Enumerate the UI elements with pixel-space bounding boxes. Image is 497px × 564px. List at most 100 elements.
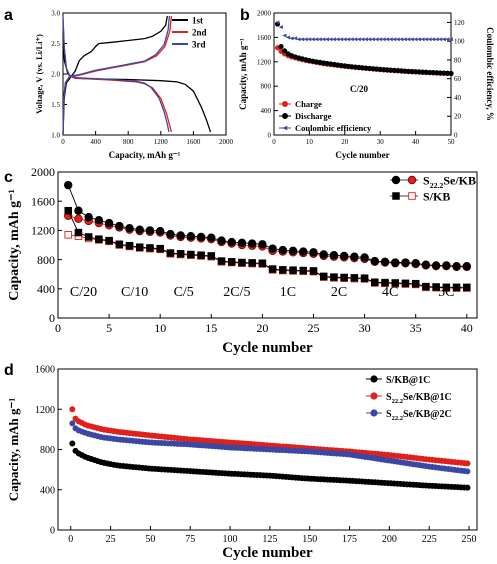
panel-c-point-skb-discharge [227, 258, 236, 266]
panel-a-legend-label-3rd: 3rd [192, 40, 206, 50]
panel-d-ytick-label: 400 [40, 485, 55, 496]
panel-c-point-skb-discharge [136, 243, 144, 251]
panel-c-point-s22se-discharge [217, 236, 226, 245]
panel-d-ytick-label: 1200 [35, 405, 55, 416]
panel-c-point-s22se-discharge [391, 258, 400, 267]
panel-b-ytick-label: 1200 [257, 58, 272, 66]
panel-c-point-s22se-discharge [258, 240, 267, 249]
panel-c-point-skb-discharge [452, 283, 461, 292]
panel-b-coulombic-efficiency-point [324, 37, 330, 42]
panel-c-xtick-label: 20 [256, 321, 268, 335]
panel-c-point-s22se-discharge [94, 215, 104, 225]
panel-b-ytick-label-right: 20 [454, 113, 462, 121]
panel-c-point-skb-discharge [268, 265, 277, 273]
panel-b-coulombic-efficiency-point [434, 37, 439, 42]
panel-c-legend-label: S22.2Se/KB [423, 174, 476, 191]
panel-c-xtick-label: 30 [359, 321, 371, 335]
panel-c-ytick-label: 1200 [31, 224, 55, 238]
panel-b-ytick-label-right: 0 [454, 131, 458, 139]
panel-b-coulombic-efficiency-point [299, 37, 305, 42]
panel-d-legend-marker-s22-2se-kb-1c [370, 392, 378, 400]
panel-c-point-skb-discharge [309, 267, 318, 275]
panel-b-coulombic-efficiency-point [356, 37, 361, 42]
panel-c-point-s22se-discharge [227, 237, 236, 247]
panel-c-point-skb-discharge [330, 273, 338, 281]
panel-c-point-s22se-discharge [288, 246, 298, 256]
panel-c-point-skb-discharge [340, 273, 348, 282]
panel-c-point-skb-discharge [279, 266, 287, 274]
panel-c-point-s22se-discharge [196, 232, 206, 242]
panel-d-x-axis-label: Cycle number [222, 545, 313, 561]
panel-a-ytick-label: 2.5 [51, 40, 60, 48]
panel-b-discharge-point [278, 43, 284, 50]
panel-a-y-axis-label: Voltage, V (vs. Li/Li⁺) [34, 34, 44, 114]
panel-d-point-s22-2se-kb-1c [69, 406, 76, 413]
panel-c-point-skb-discharge [401, 279, 410, 288]
panel-c-point-skb-discharge [248, 259, 256, 267]
panel-c-point-skb-discharge [197, 251, 205, 259]
panel-b-y-axis-label-right: Coulombic efficiency, % [485, 27, 495, 121]
panel-c-point-skb-discharge [74, 228, 83, 237]
panel-b-coulombic-efficiency-point [367, 37, 372, 42]
panel-b-ytick-label: 1600 [257, 34, 272, 42]
panel-c-xtick-label: 0 [55, 321, 61, 335]
panel-a-xtick-label: 0 [61, 138, 65, 146]
panel-b-coulombic-efficiency-point [307, 37, 312, 42]
panel-c-point-skb-discharge [432, 283, 440, 291]
panel-d-y-axis-label: Capacity, mAh g⁻¹ [6, 398, 21, 502]
panel-c-point-skb-discharge [146, 244, 154, 252]
panel-b-coulombic-efficiency-point [331, 37, 337, 42]
panel-b-coulombic-efficiency-point [310, 37, 315, 42]
panel-b-legend-label: Charge [295, 99, 322, 109]
panel-c-point-s22se-discharge [115, 221, 124, 231]
panel-b-ytick-label-right: 80 [454, 56, 462, 64]
panel-c-rate-label: 4C [382, 285, 398, 300]
panel-c-point-s22se-discharge [329, 251, 339, 260]
panel-b-coulombic-efficiency-point [377, 37, 383, 42]
panel-d-xtick-label: 50 [145, 534, 155, 545]
panel-c-point-s22se-discharge [401, 258, 410, 267]
panel-c-point-s22se-discharge [125, 224, 134, 233]
panel-d-xtick-label: 175 [342, 534, 357, 545]
panel-label-a: a [4, 7, 13, 24]
panel-b-coulombic-efficiency-point [338, 37, 344, 42]
panel-c-point-skb-discharge [115, 240, 124, 249]
panel-b-coulombic-efficiency-point [282, 33, 287, 38]
panel-d-point-s22-2se-kb-2c [69, 420, 76, 427]
panel-c-point-s22se-discharge [166, 229, 175, 239]
panel-b-discharge-point [282, 48, 288, 54]
panel-c-point-s22se-discharge [442, 261, 451, 270]
panel-c-series-line [67, 184, 467, 267]
panel-b-coulombic-efficiency-point [374, 37, 379, 42]
panel-b-coulombic-efficiency-point [441, 37, 446, 42]
panel-a-xtick-label: 400 [90, 138, 101, 146]
panel-c-point-skb-discharge [95, 235, 103, 243]
panel-b-coulombic-efficiency-point [349, 37, 354, 42]
panel-b-ytick-label-right: 100 [454, 38, 465, 46]
panel-d-xtick-label: 125 [262, 534, 277, 545]
panel-c-point-s22se-discharge [145, 226, 155, 235]
panel-c-xtick-label: 10 [154, 321, 166, 335]
panel-c-point-skb-discharge [176, 250, 185, 258]
panel-d-ytick-label: 800 [40, 445, 55, 456]
panel-d-xtick-label: 250 [462, 534, 477, 545]
panel-d-xtick-label: 25 [106, 534, 116, 545]
panel-b-coulombic-efficiency-point [278, 25, 283, 29]
panel-c-point-skb-discharge [125, 241, 134, 250]
panel-c-point-s22se-discharge [155, 226, 165, 236]
panel-a-x-axis-label: Capacity, mAh g⁻¹ [109, 150, 181, 160]
panel-label-d: d [4, 362, 14, 379]
panel-a-legend-label-1st: 1st [192, 16, 203, 26]
panel-c-point-s22se-discharge [64, 180, 73, 190]
panel-c-point-s22se-discharge [339, 251, 349, 261]
panel-c-point-s22se-discharge [84, 213, 93, 222]
panel-c-xtick-label: 15 [205, 321, 217, 335]
panel-b-xtick-label: 20 [341, 138, 349, 146]
panel-c-series-line [67, 210, 467, 288]
panel-c-rate-label: C/20 [70, 285, 97, 300]
panel-b-coulombic-efficiency-point [402, 37, 407, 42]
panel-b-coulombic-efficiency-point [289, 36, 294, 41]
panel-c-point-s22se-discharge [186, 232, 196, 241]
panel-c-point-s22se-discharge [176, 231, 185, 240]
